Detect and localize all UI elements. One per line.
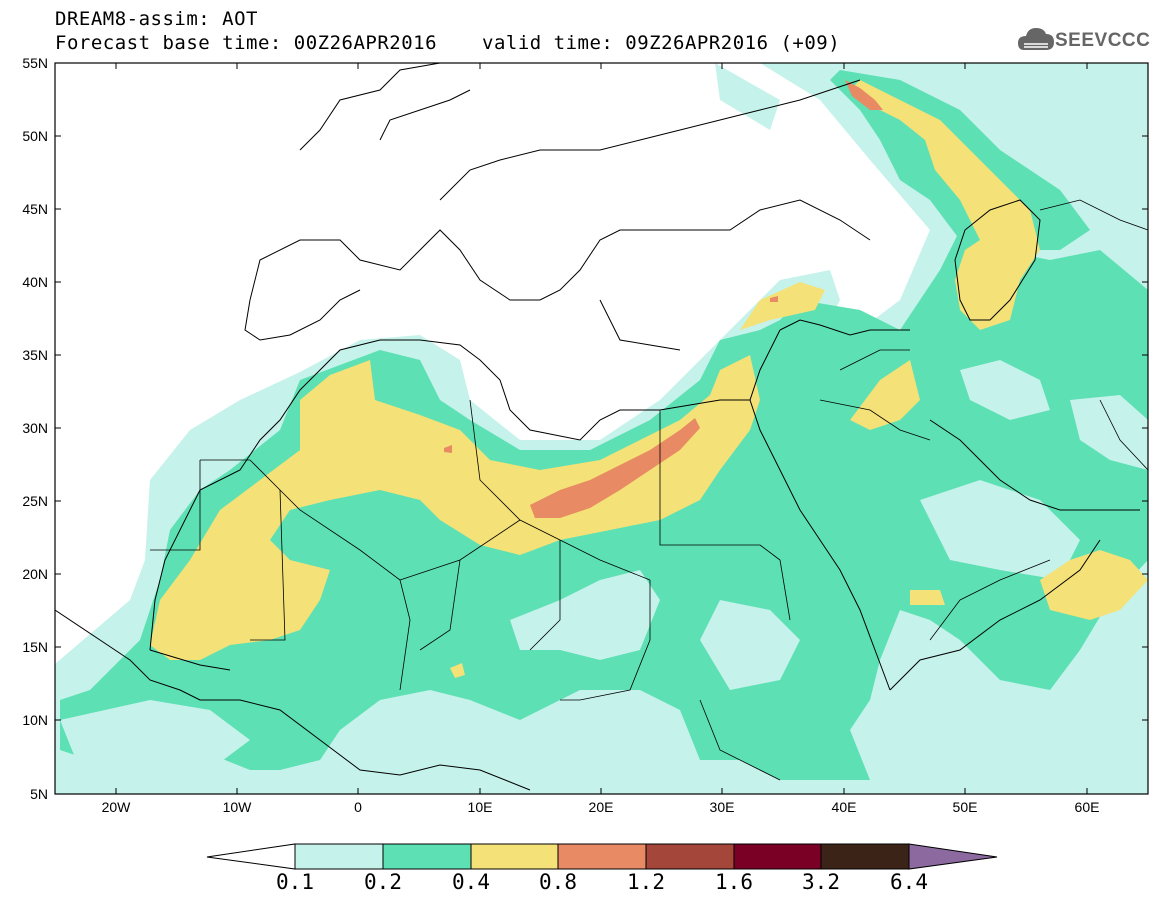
x-label: 20E xyxy=(589,799,614,815)
colorbar-bin xyxy=(557,843,647,870)
x-label: 20W xyxy=(102,799,132,815)
y-label: 45N xyxy=(22,201,48,217)
country-borders xyxy=(150,199,1148,781)
colorbar-bin xyxy=(645,843,735,870)
colorbar-label: 3.2 xyxy=(802,870,840,894)
colorbar-label: 0.4 xyxy=(452,870,490,894)
logo-text: SEEVCCC xyxy=(1055,30,1151,51)
x-label: 30E xyxy=(710,799,735,815)
colorbar-bin xyxy=(733,843,822,870)
colorbar-bin xyxy=(382,843,472,870)
map-title: DREAM8-assim: AOT xyxy=(55,8,258,30)
y-label: 10N xyxy=(22,712,48,728)
colorbar-bin xyxy=(294,843,384,870)
colorbar-right-arrow xyxy=(908,843,998,870)
x-label: 60E xyxy=(1075,799,1100,815)
y-label: 5N xyxy=(30,786,48,802)
y-label: 55N xyxy=(22,55,48,71)
forecast-base-time: Forecast base time: 00Z26APR2016 xyxy=(55,32,438,54)
y-label: 35N xyxy=(22,347,48,363)
colorbar-label: 6.4 xyxy=(890,870,928,894)
x-label: 10E xyxy=(468,799,493,815)
colorbar-bin xyxy=(470,843,559,870)
cloud-logo-icon xyxy=(1018,28,1054,50)
aot-level-0.8 xyxy=(444,80,883,518)
colorbar-left-arrow xyxy=(206,843,296,870)
colorbar-label: 0.2 xyxy=(364,870,402,894)
aot-level-0.1-patches xyxy=(60,360,1148,780)
aot-field xyxy=(55,63,1148,794)
colorbar-label: 0.8 xyxy=(539,870,577,894)
y-axis-labels: 55N 50N 45N 40N 35N 30N 25N 20N 15N 10N … xyxy=(22,55,48,802)
x-label: 0 xyxy=(354,799,362,815)
y-label: 30N xyxy=(22,420,48,436)
valid-time: valid time: 09Z26APR2016 (+09) xyxy=(482,32,841,54)
x-axis-labels: 20W 10W 0 10E 20E 30E 40E 50E 60E xyxy=(102,799,1100,815)
y-label: 20N xyxy=(22,566,48,582)
colorbar xyxy=(206,843,998,870)
x-label: 40E xyxy=(832,799,857,815)
axis-ticks xyxy=(55,63,1148,794)
map-subtitle: Forecast base time: 00Z26APR2016 valid t… xyxy=(55,32,855,54)
colorbar-label: 1.2 xyxy=(627,870,665,894)
y-label: 15N xyxy=(22,639,48,655)
colorbar-bin xyxy=(820,843,910,870)
colorbar-label: 1.6 xyxy=(715,870,753,894)
x-label: 10W xyxy=(223,799,253,815)
aot-level-0.4 xyxy=(150,80,1148,678)
y-label: 50N xyxy=(22,128,48,144)
colorbar-label: 0.1 xyxy=(276,870,314,894)
y-label: 25N xyxy=(22,493,48,509)
x-label: 50E xyxy=(953,799,978,815)
y-label: 40N xyxy=(22,274,48,290)
